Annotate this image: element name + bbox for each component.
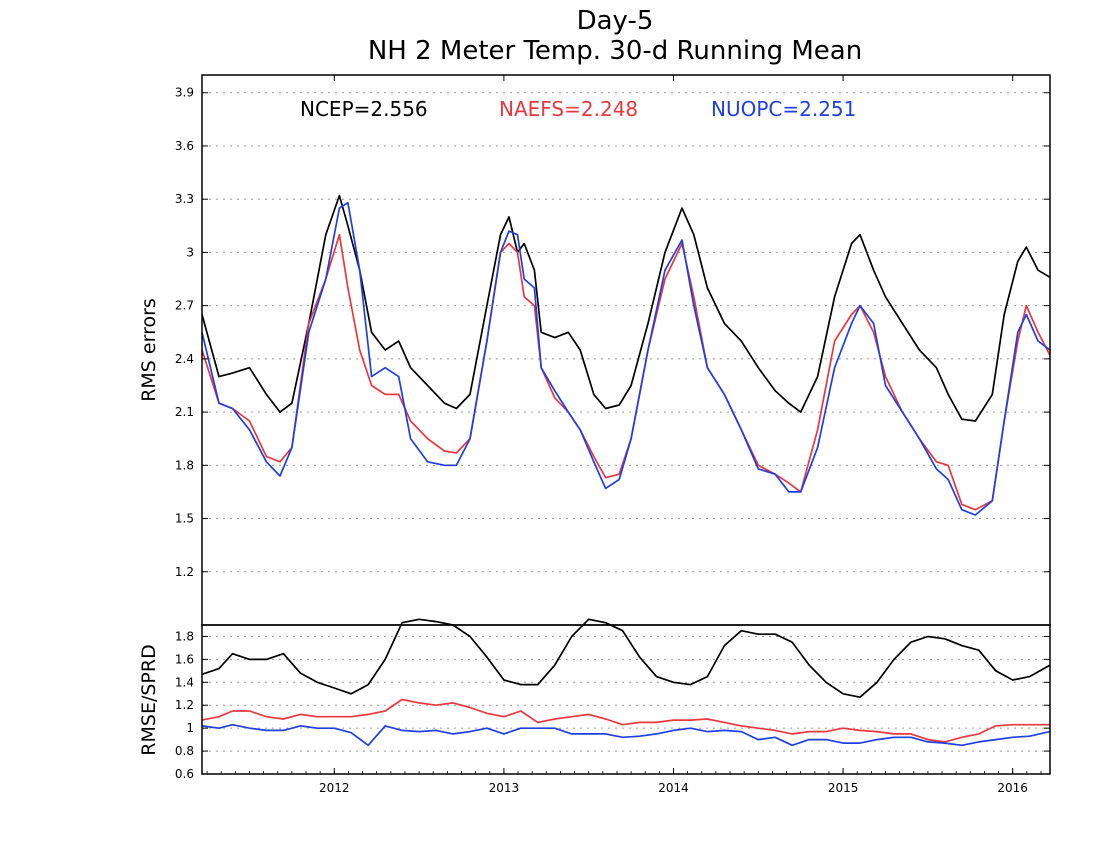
top-ytick-label: 3.3 [175,192,194,206]
top-ytick-label: 2.1 [175,405,194,419]
legend-naefs: NAEFS=2.248 [499,97,638,121]
top-series-nuopc [201,201,1051,516]
top-ytick-label: 3.6 [175,139,194,153]
top-panel-series [201,194,1051,516]
legend-ncep: NCEP=2.556 [300,97,428,121]
top-series-ncep [201,194,1051,422]
top-ytick-label: 1.2 [175,565,194,579]
bottom-panel-frame [201,624,1051,775]
top-ytick-label: 3.9 [175,86,194,100]
bottom-series-ncep [201,618,1051,699]
chart-title-line1: Day-5 [577,6,654,36]
xtick-label: 2012 [319,781,350,795]
bottom-ytick-label: 1.8 [175,629,194,643]
chart-title-line2: NH 2 Meter Temp. 30-d Running Mean [368,36,862,66]
top-ytick-label: 1.8 [175,458,194,472]
bottom-ytick-label: 1.4 [175,675,194,689]
bottom-series-nuopc [201,723,1051,747]
top-panel-ylabel: RMS errors [138,298,160,402]
bottom-panel-y-ticks: 0.6 0.8 1 1.2 1.4 1.6 1.8 [175,629,1050,781]
top-panel-gridlines [202,92,1050,573]
bottom-ytick-label: 0.8 [175,744,194,758]
legend: NCEP=2.556 NAEFS=2.248 NUOPC=2.251 [300,97,856,121]
top-series-naefs [201,233,1051,511]
top-ytick-label: 2.4 [175,352,194,366]
top-ytick-label: 3 [186,245,194,259]
top-ytick-label: 2.7 [175,299,194,313]
xtick-label: 2016 [997,781,1028,795]
top-panel-y-ticks: 1.2 1.5 1.8 2.1 2.4 2.7 3 3.3 3.6 3.9 [175,86,1050,579]
top-panel-frame [201,74,1051,626]
bottom-series-naefs [201,698,1050,743]
bottom-ytick-label: 1.2 [175,698,194,712]
bottom-panel-ylabel: RMSE/SPRD [138,644,160,755]
bottom-panel-series [201,618,1051,747]
legend-nuopc: NUOPC=2.251 [711,97,856,121]
xtick-label: 2014 [658,781,689,795]
bottom-panel-gridlines [202,635,1050,775]
bottom-ytick-label: 0.6 [175,767,194,781]
bottom-ytick-label: 1.6 [175,652,194,666]
top-ytick-label: 1.5 [175,512,194,526]
xtick-label: 2015 [828,781,859,795]
xtick-label: 2013 [489,781,520,795]
bottom-ytick-label: 1 [186,721,194,735]
